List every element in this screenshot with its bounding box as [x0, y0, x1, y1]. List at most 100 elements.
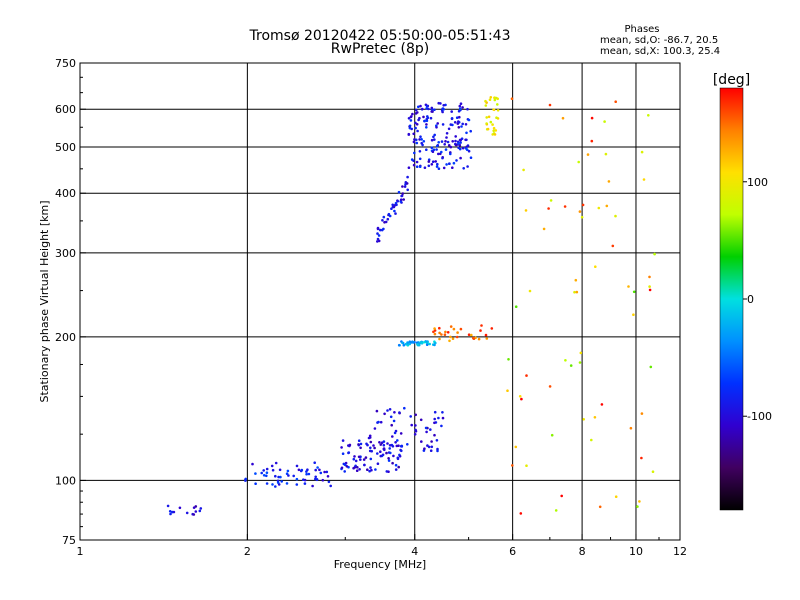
- echo-point: [396, 456, 400, 460]
- echo-point: [648, 275, 651, 279]
- echo-point: [442, 104, 446, 107]
- echo-point: [427, 160, 431, 163]
- echo-point: [348, 443, 352, 447]
- echo-point: [489, 96, 493, 99]
- echo-point: [454, 139, 457, 143]
- echo-point: [425, 430, 428, 434]
- colorbar-ticks: 100 0 -100: [743, 176, 772, 423]
- echo-point: [401, 341, 404, 345]
- echo-point: [409, 415, 413, 418]
- echo-point: [408, 342, 412, 346]
- echo-point: [550, 433, 554, 437]
- echo-point: [429, 116, 433, 120]
- echo-point: [485, 116, 489, 119]
- echo-point: [415, 165, 419, 168]
- echo-point: [442, 166, 446, 170]
- echo-point: [454, 135, 458, 138]
- echo-point: [431, 150, 435, 153]
- echo-point: [389, 451, 392, 455]
- echo-point: [364, 456, 368, 459]
- echo-point: [418, 157, 422, 161]
- echo-point: [314, 475, 318, 479]
- echo-point: [415, 141, 419, 145]
- echo-point: [627, 285, 630, 288]
- echo-point: [449, 335, 452, 339]
- echo-point: [397, 465, 401, 469]
- x-axis-label: Frequency [MHz]: [334, 558, 426, 571]
- echo-point: [411, 340, 414, 344]
- echo-point: [436, 447, 439, 451]
- echo-point: [262, 474, 266, 477]
- echo-point: [561, 116, 565, 120]
- echo-point: [280, 480, 284, 483]
- echo-point: [470, 333, 473, 337]
- echo-point: [276, 481, 280, 484]
- echo-point: [594, 265, 597, 269]
- echo-point: [479, 329, 482, 332]
- echo-point: [394, 468, 398, 471]
- echo-point: [345, 465, 349, 468]
- echo-point: [435, 126, 438, 129]
- echo-point: [436, 122, 440, 125]
- echo-point: [484, 104, 488, 107]
- echo-point: [418, 150, 422, 153]
- echo-point: [366, 468, 369, 472]
- echo-point: [199, 507, 203, 510]
- echo-point: [414, 429, 418, 433]
- echo-point: [459, 102, 463, 105]
- echo-point: [417, 105, 420, 109]
- echo-point: [381, 219, 384, 222]
- echo-point: [459, 327, 463, 331]
- echo-point: [485, 337, 489, 340]
- echo-point: [425, 343, 429, 347]
- echo-point: [286, 469, 290, 473]
- echo-point: [590, 139, 594, 143]
- echo-point: [649, 365, 653, 369]
- echo-point: [376, 462, 380, 466]
- echo-point: [254, 472, 257, 475]
- echo-point: [647, 114, 650, 117]
- echo-point: [393, 411, 396, 414]
- echo-point: [347, 451, 351, 454]
- echo-point: [446, 331, 450, 334]
- echo-point: [413, 151, 416, 155]
- echo-point: [563, 205, 567, 208]
- echo-point: [406, 175, 409, 179]
- stats-line-x-mode: mean, sd,X: 100.3, 25.4: [600, 46, 720, 57]
- echo-point: [449, 123, 453, 126]
- echo-point: [578, 361, 582, 364]
- echo-point: [305, 470, 308, 473]
- echo-point: [607, 180, 611, 183]
- echo-point: [458, 107, 462, 110]
- echo-point: [433, 433, 436, 437]
- echo-point: [178, 506, 182, 510]
- echo-point: [554, 509, 558, 512]
- echo-point: [415, 123, 419, 126]
- echo-point: [460, 125, 463, 128]
- echo-point: [522, 168, 525, 172]
- echo-point: [449, 325, 453, 328]
- echo-point: [640, 412, 644, 415]
- echo-point: [295, 483, 299, 486]
- echo-point: [426, 444, 429, 447]
- echo-point: [439, 102, 442, 105]
- echo-point: [413, 340, 416, 344]
- echo-point: [341, 452, 345, 456]
- echo-point: [303, 478, 307, 482]
- echo-point: [462, 167, 466, 170]
- echo-point: [357, 439, 361, 443]
- echo-point: [444, 140, 447, 143]
- echo-point: [329, 484, 333, 488]
- echo-point: [525, 374, 528, 377]
- echo-point: [244, 479, 247, 482]
- echo-point: [198, 509, 202, 513]
- x-tick-label: 10: [629, 545, 643, 558]
- echo-point: [319, 471, 323, 475]
- echo-point: [397, 190, 401, 194]
- echo-point: [295, 464, 299, 468]
- echo-point: [457, 142, 460, 145]
- echo-point: [396, 199, 400, 203]
- echo-point: [387, 212, 391, 216]
- echo-point: [451, 337, 455, 341]
